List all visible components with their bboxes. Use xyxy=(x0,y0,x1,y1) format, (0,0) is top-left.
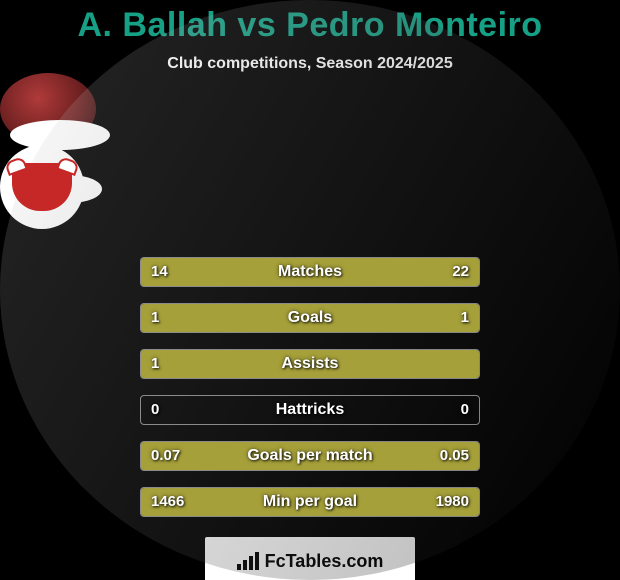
bar-left-fill xyxy=(141,442,337,470)
stat-value-left: 0 xyxy=(151,396,159,424)
bar-left-fill xyxy=(141,350,479,378)
bar-left-fill xyxy=(141,304,310,332)
bar-right-fill xyxy=(337,442,479,470)
stat-value-right: 0 xyxy=(461,396,469,424)
bar-left-fill xyxy=(141,488,276,516)
comparison-chart: Matches1422 Goals11 Assists1 Hattricks0 0 Goa… xyxy=(0,257,620,527)
bar-right-fill xyxy=(310,304,479,332)
stat-row: Goals per match0.070.05 xyxy=(140,441,480,471)
stat-row: Assists1 xyxy=(140,349,480,379)
comparison-card: A. Ballah vs Pedro Monteiro Club competi… xyxy=(0,0,620,580)
stat-row: Hattricks0 0 xyxy=(140,395,480,425)
bar-right-fill xyxy=(276,488,479,516)
stat-row: Min per goal14661980 xyxy=(140,487,480,517)
stat-row: Matches1422 xyxy=(140,257,480,287)
bar-right-fill xyxy=(273,258,479,286)
stat-label: Hattricks xyxy=(141,396,479,424)
bar-left-fill xyxy=(141,258,273,286)
stat-row: Goals11 xyxy=(140,303,480,333)
